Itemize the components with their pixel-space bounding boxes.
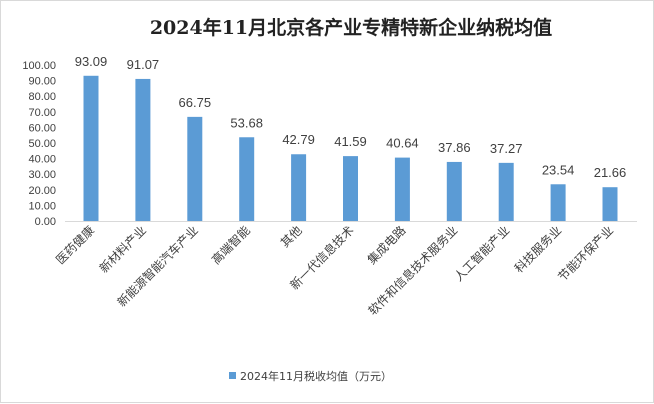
data-label: 53.68 — [230, 115, 263, 130]
y-tick-label: 60.00 — [28, 122, 56, 134]
x-tick-label: 高端智能 — [208, 223, 253, 268]
bar — [394, 157, 410, 221]
data-label: 21.66 — [594, 165, 627, 180]
bar — [135, 78, 151, 221]
data-label: 37.27 — [490, 141, 523, 156]
legend: 2024年11月税收均值（万元） — [229, 369, 392, 383]
x-tick-label: 其他 — [278, 223, 305, 250]
y-axis: 0.00 10.00 20.00 30.00 40.00 50.00 60.00 70.00 8… — [22, 60, 56, 228]
bar — [187, 116, 203, 221]
data-label: 23.54 — [542, 162, 575, 177]
bar — [291, 154, 307, 221]
bar — [498, 162, 514, 221]
y-tick-label: 40.00 — [28, 154, 56, 166]
legend-swatch — [229, 372, 236, 379]
x-tick-label: 科技服务业 — [511, 223, 564, 276]
y-tick-label: 80.00 — [28, 91, 56, 103]
bar — [83, 75, 99, 221]
data-label: 37.86 — [438, 140, 471, 155]
data-label: 66.75 — [179, 95, 212, 110]
y-tick-label: 10.00 — [28, 200, 56, 212]
x-tick-label: 新材料产业 — [96, 223, 149, 276]
y-tick-label: 70.00 — [28, 107, 56, 119]
y-tick-label: 90.00 — [28, 76, 56, 88]
data-label: 40.64 — [386, 136, 419, 151]
x-tick-label: 医药健康 — [53, 223, 98, 268]
y-tick-label: 0.00 — [35, 216, 56, 228]
legend-label: 2024年11月税收均值（万元） — [240, 369, 392, 383]
data-label: 42.79 — [282, 132, 315, 147]
bar — [239, 137, 255, 221]
bars: 93.09 91.07 66.75 53.68 42.79 41.59 40.64 37.86… — [75, 54, 627, 221]
y-tick-label: 100.00 — [22, 60, 56, 72]
y-tick-label: 20.00 — [28, 185, 56, 197]
x-tick-label: 软件和信息技术服务业 — [365, 223, 460, 318]
bar — [446, 161, 462, 221]
bar — [602, 187, 618, 221]
x-tick-label: 人工智能产业 — [451, 223, 513, 285]
data-label: 93.09 — [75, 54, 108, 69]
data-label: 41.59 — [334, 134, 367, 149]
bar — [343, 156, 358, 221]
data-label: 91.07 — [127, 57, 160, 72]
y-tick-label: 30.00 — [28, 169, 56, 181]
bar — [550, 184, 566, 221]
x-tick-label: 集成电路 — [364, 223, 409, 268]
x-tick-label: 节能环保产业 — [555, 223, 616, 284]
chart-title: 2024年11月北京各产业专精特新企业纳税均值 — [150, 16, 552, 39]
y-tick-label: 50.00 — [28, 138, 56, 150]
